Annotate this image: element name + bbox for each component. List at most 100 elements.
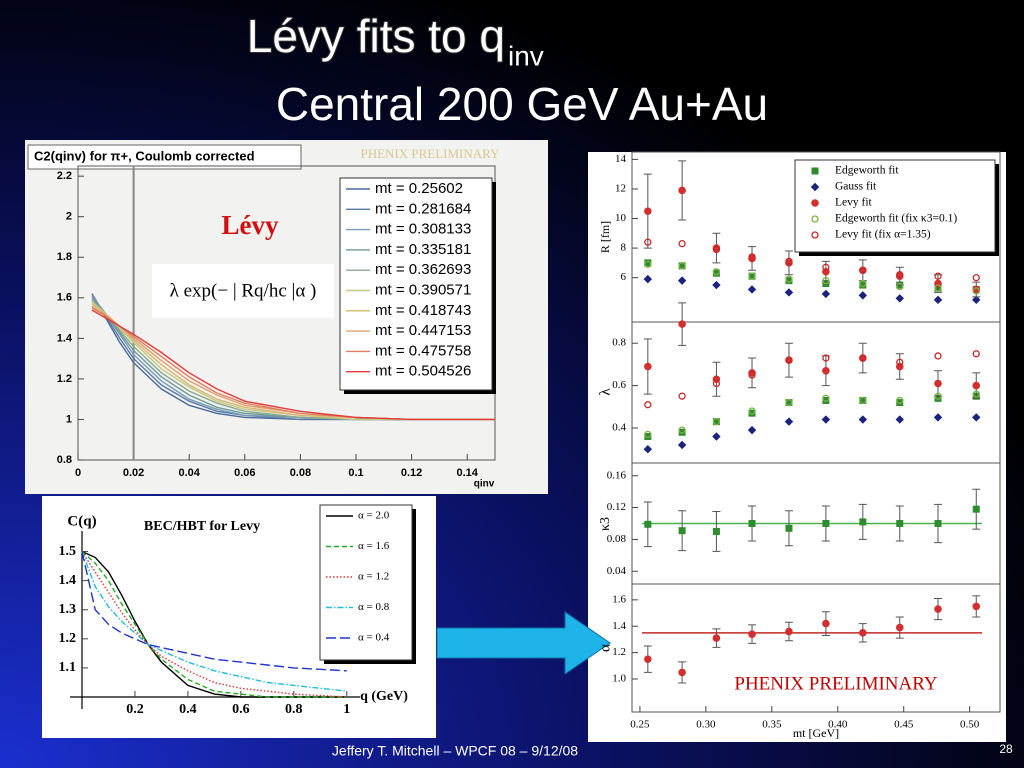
marker (677, 276, 687, 285)
legend-label: α = 2.0 (358, 510, 390, 522)
x-tick-label: 1 (343, 702, 350, 717)
marker (859, 629, 867, 637)
x-tick-label: 0.6 (232, 702, 250, 717)
arrow (436, 611, 611, 675)
series-line (81, 551, 347, 692)
marker (748, 272, 756, 280)
y-tick-label: 1.1 (59, 660, 77, 675)
legend-label: mt = 0.308133 (375, 221, 471, 238)
marker (784, 417, 794, 426)
x-tick-label: 0.8 (285, 702, 303, 717)
legend-marker (811, 199, 819, 207)
x-tick-label: 0.06 (234, 467, 255, 479)
marker (896, 399, 904, 407)
x-tick-label: 0.04 (178, 467, 200, 479)
marker (678, 262, 686, 270)
marker (821, 415, 831, 424)
legend-label: α = 0.4 (358, 632, 390, 644)
marker (748, 409, 756, 417)
footer: Jeffery T. Mitchell – WPCF 08 – 9/12/08 (332, 743, 578, 759)
marker (712, 634, 721, 642)
marker (972, 350, 980, 358)
legend-label: α = 1.6 (358, 540, 390, 552)
marker (785, 275, 793, 283)
marker (678, 320, 686, 328)
marker (748, 520, 756, 527)
marker (785, 257, 793, 266)
marker (859, 396, 867, 405)
title-box (27, 144, 302, 170)
marker (747, 285, 757, 294)
y-tick-label: 1 (66, 413, 72, 425)
legend-label: mt = 0.504526 (375, 363, 471, 380)
marker (822, 394, 830, 402)
y-tick-label: 0.12 (607, 501, 626, 513)
marker (644, 260, 652, 268)
chart-title: BEC/HBT for Levy (144, 519, 260, 534)
marker (747, 425, 757, 435)
marker (822, 354, 830, 362)
legend (794, 159, 996, 253)
series-line (81, 550, 347, 698)
marker (748, 407, 756, 415)
marker (859, 279, 867, 288)
marker (934, 605, 942, 613)
y-tick-label: 8 (621, 242, 627, 254)
marker (822, 263, 830, 271)
marker (712, 418, 721, 426)
marker (896, 358, 904, 366)
legend-label: Levy fit (835, 197, 873, 209)
y-axis-label: C(q) (67, 513, 96, 529)
marker (859, 266, 867, 274)
y-axis-label: R [fm] (598, 221, 612, 253)
x-axis-label: q (GeV) (360, 689, 408, 704)
chart-title: C2(qinv) for π+, Coulomb corrected (34, 148, 255, 163)
legend-label: mt = 0.362693 (375, 261, 471, 278)
marker (934, 379, 942, 388)
y-axis-label: α (597, 644, 613, 652)
marker (678, 428, 686, 436)
y-tick-label: 1.5 (59, 544, 77, 559)
marker (748, 369, 756, 377)
marker (933, 413, 943, 422)
marker (972, 381, 981, 390)
marker (822, 520, 830, 527)
legend-label: Edgeworth fit (fix κ3=0.1) (835, 213, 957, 225)
marker (972, 287, 980, 295)
x-tick-label: 0.2 (126, 702, 144, 717)
slide-title-sub: inv (508, 40, 544, 71)
y-tick-label: 0.04 (607, 565, 627, 577)
y-tick-label: 2 (66, 211, 72, 223)
y-tick-label: 12 (615, 182, 626, 194)
marker (972, 602, 981, 611)
marker (643, 445, 653, 454)
marker (748, 253, 756, 261)
y-tick-label: 1.6 (57, 292, 72, 304)
y-tick-label: 0.4 (612, 422, 626, 434)
marker (748, 630, 756, 638)
marker (678, 668, 686, 677)
y-axis-label: λ (597, 388, 613, 396)
y-tick-label: 1.2 (59, 631, 77, 646)
marker (896, 271, 904, 279)
x-tick-label: 0.30 (696, 719, 716, 731)
legend-label: Gauss fit (835, 181, 877, 193)
y-tick-label: 1.4 (59, 573, 77, 588)
y-tick-label: 0.8 (57, 454, 72, 466)
marker (712, 268, 721, 276)
legend-label: mt = 0.475758 (375, 342, 471, 359)
x-tick-label: 0.1 (348, 467, 363, 479)
marker (678, 426, 686, 434)
marker (784, 288, 794, 297)
y-tick-label: 0.16 (607, 469, 627, 481)
marker (972, 505, 980, 513)
y-tick-label: 0.08 (607, 533, 627, 545)
marker (895, 415, 904, 424)
x-tick-label: 0 (75, 467, 81, 479)
marker (785, 524, 793, 532)
marker (678, 392, 686, 400)
marker (644, 362, 652, 371)
slide-title: Lévy fits to q (247, 10, 505, 62)
legend-label: mt = 0.390571 (375, 281, 471, 298)
